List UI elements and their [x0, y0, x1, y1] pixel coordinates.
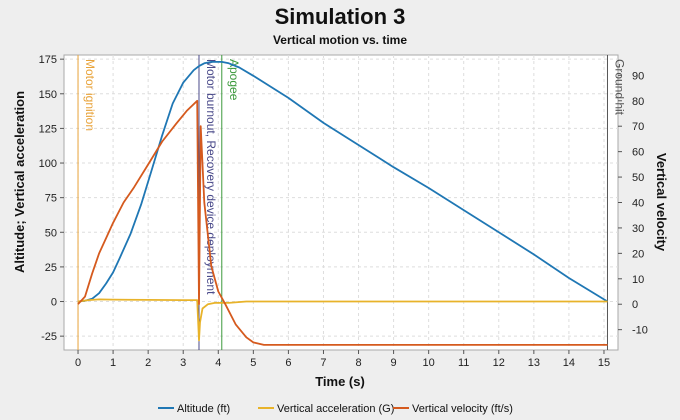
- y-right-tick-label: 50: [632, 172, 644, 184]
- y-right-tick-label: 60: [632, 147, 644, 159]
- y-left-tick-label: 50: [45, 227, 57, 239]
- y-right-tick-label: 70: [632, 121, 644, 133]
- x-axis-label: Time (s): [315, 374, 365, 389]
- y-left-tick-label: -25: [41, 331, 57, 343]
- event-label: Apogee: [227, 59, 241, 101]
- y-axis-right-label: Vertical velocity: [654, 153, 669, 252]
- x-tick-label: 7: [320, 357, 326, 369]
- plot-area: [63, 54, 619, 351]
- y-left-tick-label: 175: [39, 54, 57, 66]
- y-right-tick-label: 20: [632, 248, 644, 260]
- series-line: [77, 99, 608, 346]
- x-tick-label: 10: [423, 357, 435, 369]
- y-right-tick-label: 10: [632, 274, 644, 286]
- x-tick-label: 15: [598, 357, 610, 369]
- x-tick-label: 14: [563, 357, 575, 369]
- x-tick-label: 0: [75, 357, 81, 369]
- x-tick-label: 4: [215, 357, 221, 369]
- series-line: [77, 298, 608, 342]
- x-tick-label: 1: [110, 357, 116, 369]
- x-tick-label: 8: [355, 357, 361, 369]
- x-tick-label: 13: [528, 357, 540, 369]
- x-tick-label: 12: [493, 357, 505, 369]
- x-tick-label: 2: [145, 357, 151, 369]
- legend-item: Vertical acceleration (G): [277, 403, 394, 415]
- x-tick-label: 3: [180, 357, 186, 369]
- y-left-tick-label: 25: [45, 262, 57, 274]
- x-tick-label: 11: [458, 357, 469, 369]
- series-lines: [77, 61, 608, 346]
- y-left-tick-label: 150: [39, 89, 57, 101]
- y-right-tick-label: 30: [632, 223, 644, 235]
- x-tick-label: 6: [285, 357, 291, 369]
- chart-title: Simulation 3: [275, 4, 406, 29]
- y-right-tick-label: 80: [632, 96, 644, 108]
- grid: [64, 55, 618, 350]
- y-axis-left-label: Altitude; Vertical acceleration: [12, 91, 27, 273]
- x-tick-label: 9: [391, 357, 397, 369]
- legend-item: Altitude (ft): [177, 403, 230, 415]
- event-label: Ground hit: [612, 59, 626, 116]
- y-left-tick-label: 75: [45, 193, 57, 205]
- legend: Altitude (ft) Vertical acceleration (G) Ve…: [158, 403, 513, 415]
- axes: 0 1 2 3 4 5 6 7 8 9 10 11 12 13 14 15-25025507510012515…: [39, 54, 648, 369]
- series-line: [77, 61, 608, 303]
- y-left-tick-label: 0: [51, 297, 57, 309]
- chart-subtitle: Vertical motion vs. time: [273, 33, 407, 47]
- legend-item: Vertical velocity (ft/s): [412, 403, 513, 415]
- y-right-tick-label: -10: [632, 325, 648, 337]
- y-right-tick-label: 90: [632, 70, 644, 82]
- y-right-tick-label: 40: [632, 198, 644, 210]
- y-right-tick-label: 0: [632, 299, 638, 311]
- y-left-tick-label: 125: [39, 123, 57, 135]
- x-tick-label: 5: [250, 357, 256, 369]
- event-label: Motor ignition: [83, 59, 97, 131]
- y-left-tick-label: 100: [39, 158, 57, 170]
